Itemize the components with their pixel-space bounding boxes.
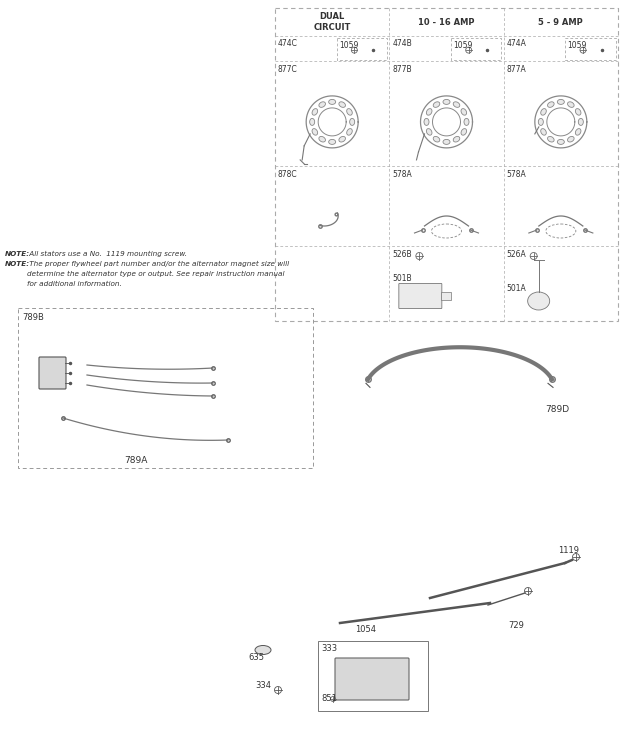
Ellipse shape (433, 102, 440, 107)
Ellipse shape (309, 118, 315, 126)
Text: The proper flywheel part number and/or the alternator magnet size will: The proper flywheel part number and/or t… (27, 261, 289, 267)
Text: 1054: 1054 (355, 625, 376, 634)
Text: determine the alternator type or output. See repair instruction manual: determine the alternator type or output.… (27, 271, 285, 277)
Ellipse shape (453, 136, 460, 142)
Text: 1059: 1059 (567, 41, 587, 50)
Text: 878C: 878C (278, 170, 298, 179)
Text: 474C: 474C (278, 39, 298, 48)
Text: 501B: 501B (392, 274, 412, 283)
Bar (565, 38, 616, 60)
Text: 501A: 501A (507, 284, 526, 293)
Ellipse shape (567, 102, 574, 107)
Bar (451, 38, 502, 60)
Text: 526A: 526A (507, 250, 526, 259)
Ellipse shape (578, 118, 583, 126)
Ellipse shape (424, 118, 429, 126)
Ellipse shape (464, 118, 469, 126)
Ellipse shape (255, 646, 271, 655)
Bar (275, 8, 618, 321)
Ellipse shape (319, 102, 326, 107)
Text: 526B: 526B (392, 250, 412, 259)
Text: 877A: 877A (507, 65, 526, 74)
Ellipse shape (538, 118, 543, 126)
Text: 10 - 16 AMP: 10 - 16 AMP (418, 18, 475, 27)
Ellipse shape (312, 129, 317, 135)
Text: 851: 851 (321, 694, 337, 703)
Ellipse shape (575, 109, 581, 115)
Ellipse shape (557, 100, 564, 104)
Text: 1059: 1059 (453, 41, 472, 50)
Ellipse shape (350, 118, 355, 126)
Ellipse shape (339, 102, 345, 107)
Text: 789D: 789D (545, 405, 569, 414)
Text: 333: 333 (321, 644, 337, 653)
Ellipse shape (339, 136, 345, 142)
Text: 578A: 578A (507, 170, 526, 179)
Ellipse shape (461, 109, 467, 115)
Ellipse shape (541, 109, 546, 115)
Text: NOTE:: NOTE: (5, 251, 30, 257)
Ellipse shape (575, 129, 581, 135)
Bar (337, 38, 387, 60)
Text: 789A: 789A (125, 456, 148, 465)
Ellipse shape (461, 129, 467, 135)
Ellipse shape (528, 292, 550, 310)
Text: 474A: 474A (507, 39, 526, 48)
Ellipse shape (453, 102, 460, 107)
Text: 1119: 1119 (558, 546, 579, 555)
Bar (441, 292, 451, 300)
Text: 877C: 877C (278, 65, 298, 74)
Text: 474B: 474B (392, 39, 412, 48)
Bar (18, 308, 313, 468)
Ellipse shape (347, 129, 352, 135)
Ellipse shape (433, 136, 440, 142)
Text: DUAL
CIRCUIT: DUAL CIRCUIT (314, 13, 351, 32)
Ellipse shape (329, 139, 335, 144)
Ellipse shape (329, 100, 335, 104)
Ellipse shape (557, 139, 564, 144)
Text: 5 - 9 AMP: 5 - 9 AMP (538, 18, 583, 27)
Text: 729: 729 (508, 621, 524, 630)
Ellipse shape (547, 136, 554, 142)
Text: for additional information.: for additional information. (27, 281, 122, 287)
Ellipse shape (347, 109, 352, 115)
Text: All stators use a No.  1119 mounting screw.: All stators use a No. 1119 mounting scre… (27, 251, 187, 257)
FancyBboxPatch shape (39, 357, 66, 389)
Text: 334: 334 (255, 681, 271, 690)
Ellipse shape (427, 109, 432, 115)
Ellipse shape (312, 109, 317, 115)
Ellipse shape (319, 136, 326, 142)
Ellipse shape (567, 136, 574, 142)
FancyBboxPatch shape (399, 283, 442, 309)
Ellipse shape (443, 100, 450, 104)
Text: 877B: 877B (392, 65, 412, 74)
Text: NOTE:: NOTE: (5, 261, 30, 267)
Ellipse shape (427, 129, 432, 135)
Text: 1059: 1059 (339, 41, 358, 50)
Text: 578A: 578A (392, 170, 412, 179)
Bar (318, 641, 428, 711)
Text: 789B: 789B (22, 313, 44, 322)
Ellipse shape (547, 102, 554, 107)
FancyBboxPatch shape (335, 658, 409, 700)
Text: 635: 635 (248, 653, 264, 662)
Ellipse shape (541, 129, 546, 135)
Ellipse shape (443, 139, 450, 144)
